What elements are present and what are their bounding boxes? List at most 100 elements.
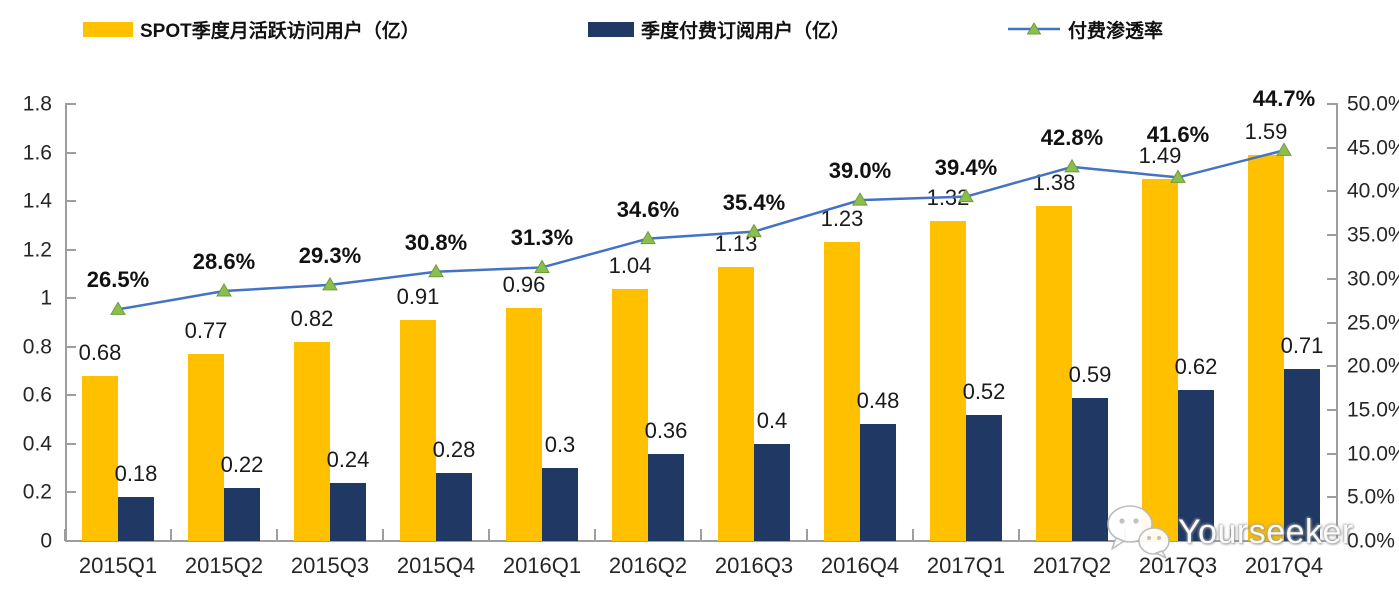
y-axis-right-label: 30.0% — [1347, 267, 1399, 291]
y-axis-right-label: 25.0% — [1347, 311, 1399, 334]
penetration-value-label: 34.6% — [616, 196, 680, 222]
y-axis-right-tick — [1327, 321, 1338, 324]
penetration-value-label: 35.4% — [722, 189, 786, 215]
penetration-marker-triangle-icon — [1276, 142, 1292, 156]
bar-mau-value-label: 1.04 — [608, 252, 652, 278]
penetration-value-label: 42.8% — [1040, 124, 1104, 150]
x-axis-label: 2017Q1 — [926, 553, 1006, 578]
legend-item-mau: SPOT季度月活跃访问用户（亿） — [83, 17, 420, 42]
y-axis-left-tick — [65, 540, 76, 542]
y-axis-left-label: 0.2 — [22, 480, 52, 504]
bar-mau-value-label: 1.13 — [714, 230, 758, 256]
y-axis-left-tick — [65, 297, 76, 300]
y-axis-right-tick — [1327, 277, 1338, 280]
x-axis-tick — [912, 529, 914, 541]
x-axis-label: 2015Q1 — [78, 553, 158, 578]
bar-mau-value-label: 0.77 — [184, 318, 228, 344]
bar-mau-value-label: 1.38 — [1032, 169, 1076, 195]
y-axis-right-label: 45.0% — [1347, 136, 1399, 160]
x-axis-label: 2015Q3 — [290, 553, 370, 578]
y-axis-left — [65, 104, 67, 541]
x-axis — [65, 540, 1338, 542]
bar-subs-value-label: 0.36 — [644, 417, 688, 443]
bar-mau — [82, 375, 118, 541]
legend-item-penetration: 付费渗透率 — [1008, 17, 1164, 42]
penetration-marker-triangle-icon — [640, 230, 656, 245]
bar-subs — [648, 453, 684, 541]
bar-subs — [1284, 368, 1320, 541]
x-axis-label: 2016Q1 — [502, 553, 582, 578]
bar-subs — [330, 482, 366, 541]
bar-subs — [436, 473, 472, 541]
x-axis-label: 2016Q3 — [714, 553, 794, 578]
bar-mau — [188, 354, 224, 541]
y-axis-left-label: 1.4 — [22, 189, 52, 213]
bar-mau-value-label: 0.91 — [396, 284, 440, 310]
x-axis-label: 2015Q2 — [184, 553, 264, 578]
x-axis-tick — [64, 529, 66, 541]
penetration-value-label: 29.3% — [298, 242, 362, 268]
bar-mau — [1248, 154, 1284, 541]
legend-item-subs: 季度付费订阅用户（亿） — [588, 17, 851, 42]
x-axis-tick — [1124, 529, 1126, 541]
mau-swatch-icon — [83, 21, 133, 37]
x-axis-tick — [170, 529, 172, 541]
penetration-marker-triangle-icon — [534, 259, 550, 273]
legend-label-mau: SPOT季度月活跃访问用户（亿） — [140, 20, 420, 42]
bar-subs-value-label: 0.52 — [962, 378, 1006, 404]
y-axis-left-tick — [65, 442, 76, 445]
y-axis-right-tick — [1327, 496, 1338, 499]
y-axis-right-label: 35.0% — [1347, 223, 1399, 247]
penetration-marker-triangle-icon — [216, 283, 232, 297]
y-axis-left-label: 1.6 — [22, 141, 52, 165]
penetration-value-label: 31.3% — [510, 225, 574, 251]
y-axis-left-label: 1 — [40, 286, 52, 310]
y-axis-right-tick — [1327, 234, 1338, 237]
penetration-marker-triangle-icon — [110, 301, 126, 315]
bar-mau-value-label: 0.82 — [290, 305, 334, 331]
y-axis-left-label: 1.8 — [22, 92, 52, 116]
y-axis-right-label: 50.0% — [1347, 92, 1399, 116]
y-axis-right-label: 40.0% — [1347, 179, 1399, 203]
y-axis-left-tick — [65, 248, 76, 251]
bar-subs-value-label: 0.62 — [1174, 354, 1218, 380]
bar-subs-value-label: 0.59 — [1068, 361, 1112, 387]
bar-subs — [1072, 397, 1108, 541]
bar-subs-value-label: 0.18 — [114, 461, 158, 487]
y-axis-right-tick — [1327, 540, 1338, 542]
bar-mau — [294, 341, 330, 541]
penetration-value-label: 26.5% — [86, 267, 150, 293]
y-axis-right-label: 0.0% — [1347, 529, 1395, 553]
bar-subs-value-label: 0.4 — [756, 407, 788, 433]
bar-mau-value-label: 1.32 — [926, 184, 970, 210]
y-axis-left-tick — [65, 345, 76, 348]
x-axis-tick — [1336, 529, 1338, 541]
x-axis-label: 2017Q2 — [1032, 553, 1112, 578]
x-axis-label: 2017Q4 — [1244, 553, 1324, 578]
x-axis-label: 2017Q3 — [1138, 553, 1218, 578]
x-axis-tick — [382, 529, 384, 541]
bar-subs — [224, 487, 260, 541]
y-axis-right-tick — [1327, 408, 1338, 411]
y-axis-right-tick — [1327, 365, 1338, 368]
bar-subs-value-label: 0.3 — [544, 432, 576, 458]
y-axis-left-label: 1.2 — [22, 238, 52, 262]
bar-subs — [118, 497, 154, 541]
y-axis-right-label: 15.0% — [1347, 398, 1399, 422]
bar-subs — [1178, 390, 1214, 541]
bar-subs-value-label: 0.24 — [326, 446, 370, 472]
legend-label-penetration: 付费渗透率 — [1068, 20, 1164, 42]
x-axis-label: 2016Q2 — [608, 553, 688, 578]
x-axis-tick — [806, 529, 808, 541]
legend-label-subs: 季度付费订阅用户（亿） — [641, 20, 851, 42]
y-axis-right-label: 5.0% — [1347, 485, 1395, 509]
bar-subs-value-label: 0.22 — [220, 451, 264, 477]
bar-mau — [506, 307, 542, 541]
y-axis-right-tick — [1327, 190, 1338, 193]
y-axis-left-tick — [65, 151, 76, 154]
x-axis-tick — [1230, 529, 1232, 541]
y-axis-left-tick — [65, 491, 76, 494]
bar-subs-value-label: 0.28 — [432, 437, 476, 463]
penetration-marker-triangle-icon — [428, 263, 444, 278]
